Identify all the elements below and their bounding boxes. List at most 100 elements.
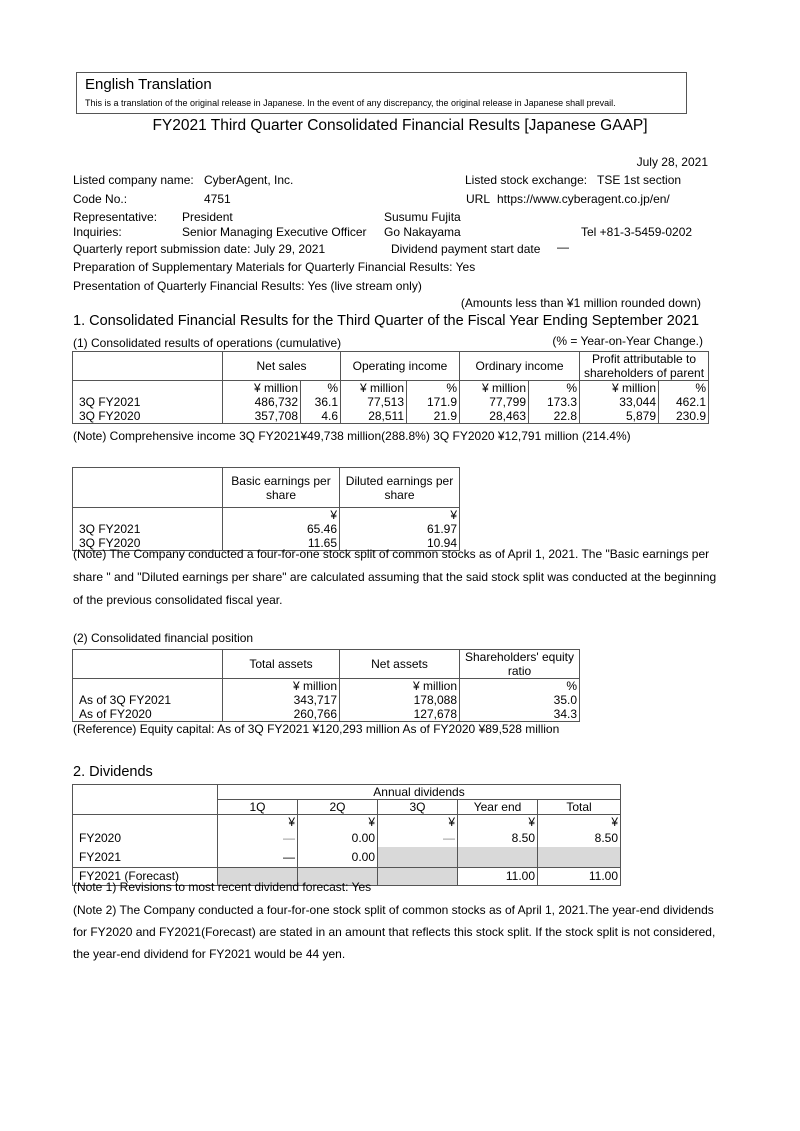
inquiries-title: Senior Managing Executive Officer	[182, 225, 367, 239]
table-cell: 173.3	[528, 395, 580, 409]
empty-cell	[537, 847, 621, 867]
table-cell: %	[658, 380, 709, 395]
table-cell: 77,799	[459, 395, 529, 409]
table-cell: Ordinary income	[459, 351, 580, 381]
table-cell: 3Q FY2021	[72, 522, 223, 536]
table-cell: ¥	[457, 814, 538, 829]
table-cell: Shareholders' equity ratio	[459, 649, 580, 679]
table-cell: ¥	[339, 507, 460, 522]
eps-table: Basic earnings per share Diluted earnings…	[72, 467, 460, 551]
section1-heading: 1. Consolidated Financial Results for th…	[73, 313, 700, 329]
table-cell: 61.97	[339, 522, 460, 536]
table-cell: Net assets	[339, 649, 460, 679]
table-cell: Total assets	[222, 649, 340, 679]
table-cell: ¥	[297, 814, 378, 829]
table-row: As of 3Q FY2021 343,717 178,088 35.0	[72, 693, 580, 707]
table-cell: 33,044	[579, 395, 659, 409]
table-cell: Diluted earnings per share	[339, 467, 460, 508]
table-cell: 10.94	[339, 536, 460, 551]
table-cell: 11.00	[537, 866, 621, 886]
table-cell: 260,766	[222, 707, 340, 722]
empty-cell	[72, 678, 223, 693]
empty-cell	[217, 866, 298, 886]
table-cell: %	[459, 678, 580, 693]
dividend-note: (Note 2) The Company conducted a four-fo…	[73, 903, 714, 917]
table-cell: %	[300, 380, 341, 395]
table-cell: —	[217, 829, 298, 847]
banner-note: This is a translation of the original re…	[85, 98, 616, 108]
exchange-label: Listed stock exchange:	[465, 173, 588, 187]
table-cell: ¥	[537, 814, 621, 829]
table-cell: 343,717	[222, 693, 340, 707]
table-cell: As of 3Q FY2021	[72, 693, 223, 707]
presentation: Presentation of Quarterly Financial Resu…	[73, 279, 422, 293]
company-label: Listed company name:	[73, 173, 194, 187]
table-cell: 2Q	[297, 799, 378, 815]
table-row: 3Q FY2020 11.65 10.94	[72, 536, 460, 551]
url-label: URL	[466, 192, 491, 206]
table-cell: ¥ million	[339, 678, 460, 693]
banner-title: English Translation	[85, 76, 212, 93]
table-cell: FY2021	[72, 847, 218, 867]
tel: Tel +81-3-5459-0202	[581, 225, 693, 239]
financial-position-table: Total assets Net assets Shareholders' equi…	[72, 649, 580, 722]
table-cell: 3Q FY2021	[72, 395, 223, 409]
dividends-table: Annual dividends 1Q 2Q 3Q Year end Total ¥ ¥ ¥…	[72, 784, 621, 886]
table-cell: 462.1	[658, 395, 709, 409]
empty-cell	[457, 847, 538, 867]
table-cell: ¥ million	[222, 380, 301, 395]
table-cell: 230.9	[658, 409, 709, 424]
eps-note-line: of the previous consolidated fiscal year…	[73, 593, 283, 607]
operations-table: Net sales Operating income Ordinary income…	[72, 351, 709, 424]
dividend-note: the year-end dividend for FY2021 would b…	[73, 947, 346, 961]
table-cell: 486,732	[222, 395, 301, 409]
table-cell: %	[406, 380, 460, 395]
table-cell: 8.50	[457, 829, 538, 847]
code-label: Code No.:	[73, 192, 128, 206]
table-cell: 357,708	[222, 409, 301, 424]
empty-cell	[72, 380, 223, 395]
empty-cell	[377, 866, 458, 886]
table-cell: —	[377, 829, 458, 847]
yoy-note: (% = Year-on-Year Change.)	[552, 334, 703, 348]
rep-name: Susumu Fujita	[384, 210, 461, 224]
table-cell: 4.6	[300, 409, 341, 424]
table-row: FY2021—0.00	[72, 847, 621, 867]
div-start-label: Dividend payment start date	[391, 242, 541, 256]
empty-cell	[72, 814, 218, 829]
empty-cell	[72, 351, 223, 381]
table-row: FY2020—0.00—8.50 8.50	[72, 829, 621, 847]
table-cell: ¥ million	[340, 380, 407, 395]
table-cell: 3Q FY2020	[72, 409, 223, 424]
table-row: As of FY2020 260,766 127,678 34.3	[72, 707, 580, 722]
table-cell: ¥	[217, 814, 298, 829]
table-cell: 3Q	[377, 799, 458, 815]
exchange-value: TSE 1st section	[597, 173, 682, 187]
table-cell: 11.00	[457, 866, 538, 886]
rounding-note: (Amounts less than ¥1 million rounded do…	[460, 296, 701, 310]
table-cell: 77,513	[340, 395, 407, 409]
table-cell: As of FY2020	[72, 707, 223, 722]
table-cell: FY2020	[72, 829, 218, 847]
div-start-value: —	[557, 240, 569, 254]
table-row: 3Q FY2021 65.46 61.97	[72, 522, 460, 536]
position-subheading: (2) Consolidated financial position	[73, 631, 254, 645]
table-cell: ¥ million	[459, 380, 529, 395]
table-cell: 171.9	[406, 395, 460, 409]
empty-cell	[377, 847, 458, 867]
table-cell: 21.9	[406, 409, 460, 424]
table-cell: 22.8	[528, 409, 580, 424]
section2-heading: 2. Dividends	[73, 764, 153, 780]
table-cell: ¥ million	[579, 380, 659, 395]
table-cell: 0.00	[297, 829, 378, 847]
table-cell: 5,879	[579, 409, 659, 424]
empty-cell	[72, 649, 223, 679]
table-cell: Total	[537, 799, 621, 815]
url-link[interactable]: https://www.cyberagent.co.jp/en/	[497, 192, 670, 206]
inquiries-label: Inquiries:	[73, 225, 122, 239]
table-cell: 36.1	[300, 395, 341, 409]
table-cell: Year end	[457, 799, 538, 815]
results-subheading: (1) Consolidated results of operations (…	[73, 336, 342, 350]
comprehensive-income-note: (Note) Comprehensive income 3Q FY2021¥49…	[73, 429, 631, 443]
dividend-note: (Note 1) Revisions to most recent divide…	[73, 880, 372, 894]
